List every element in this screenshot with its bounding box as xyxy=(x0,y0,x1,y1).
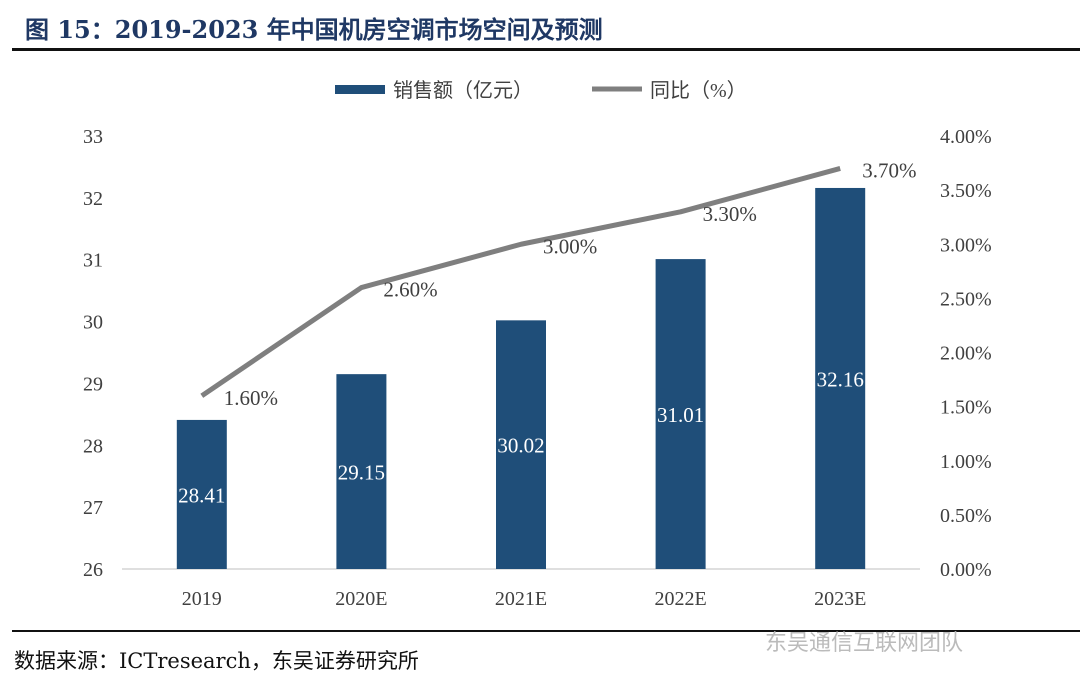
legend-line-label: 同比（%） xyxy=(650,79,747,102)
x-tick: 2023E xyxy=(814,588,866,610)
y-left-tick: 33 xyxy=(83,126,103,148)
y-left-tick: 30 xyxy=(83,312,103,334)
bar-data-label: 28.41 xyxy=(178,483,225,507)
y-left-tick: 28 xyxy=(83,435,103,457)
y-right-tick: 1.50% xyxy=(940,397,992,419)
source-note: 数据来源：ICTresearch，东吴证券研究所 xyxy=(14,649,419,673)
y-right-tick: 2.00% xyxy=(940,343,992,365)
bar-data-label: 32.16 xyxy=(817,367,864,391)
line-data-label: 2.60% xyxy=(383,278,437,302)
y-left-tick: 27 xyxy=(83,497,103,519)
line-data-label: 1.60% xyxy=(224,386,278,410)
y-right-tick: 0.50% xyxy=(940,505,992,527)
top-rule xyxy=(12,48,1080,51)
bar xyxy=(336,374,387,569)
y-right-tick: 4.00% xyxy=(940,126,992,148)
y-left-tick: 26 xyxy=(83,559,103,581)
y-right-tick: 3.00% xyxy=(940,234,992,256)
x-tick: 2022E xyxy=(654,588,706,610)
line-series xyxy=(200,166,841,398)
bar-data-label: 31.01 xyxy=(657,403,704,427)
figure-title: 图 15：2019-2023 年中国机房空调市场空间及预测 xyxy=(25,15,603,44)
legend-bar-label: 销售额（亿元） xyxy=(393,79,533,102)
bar xyxy=(496,320,546,569)
watermark: 东吴通信互联网团队 xyxy=(765,631,964,656)
y-right-tick: 2.50% xyxy=(940,288,992,310)
x-tick: 2020E xyxy=(335,588,387,610)
bar-data-label: 30.02 xyxy=(497,434,544,458)
y-right-tick: 3.50% xyxy=(940,180,992,202)
legend-bar-swatch xyxy=(335,85,385,94)
line-data-label: 3.00% xyxy=(543,234,597,258)
bar-data-label: 29.15 xyxy=(338,461,385,485)
x-tick: 2019 xyxy=(182,588,222,610)
y-left-tick: 29 xyxy=(83,373,103,395)
y-left-tick: 32 xyxy=(83,188,103,210)
y-right-tick: 0.00% xyxy=(940,559,992,581)
line-data-label: 3.70% xyxy=(862,158,916,182)
bar xyxy=(655,259,706,569)
y-right-tick: 1.00% xyxy=(940,451,992,473)
bottom-rule xyxy=(12,630,1080,632)
y-left-tick: 31 xyxy=(83,250,103,272)
line-data-label: 3.30% xyxy=(703,202,757,226)
x-tick: 2021E xyxy=(495,588,547,610)
bar xyxy=(815,187,866,569)
bar xyxy=(176,419,227,569)
